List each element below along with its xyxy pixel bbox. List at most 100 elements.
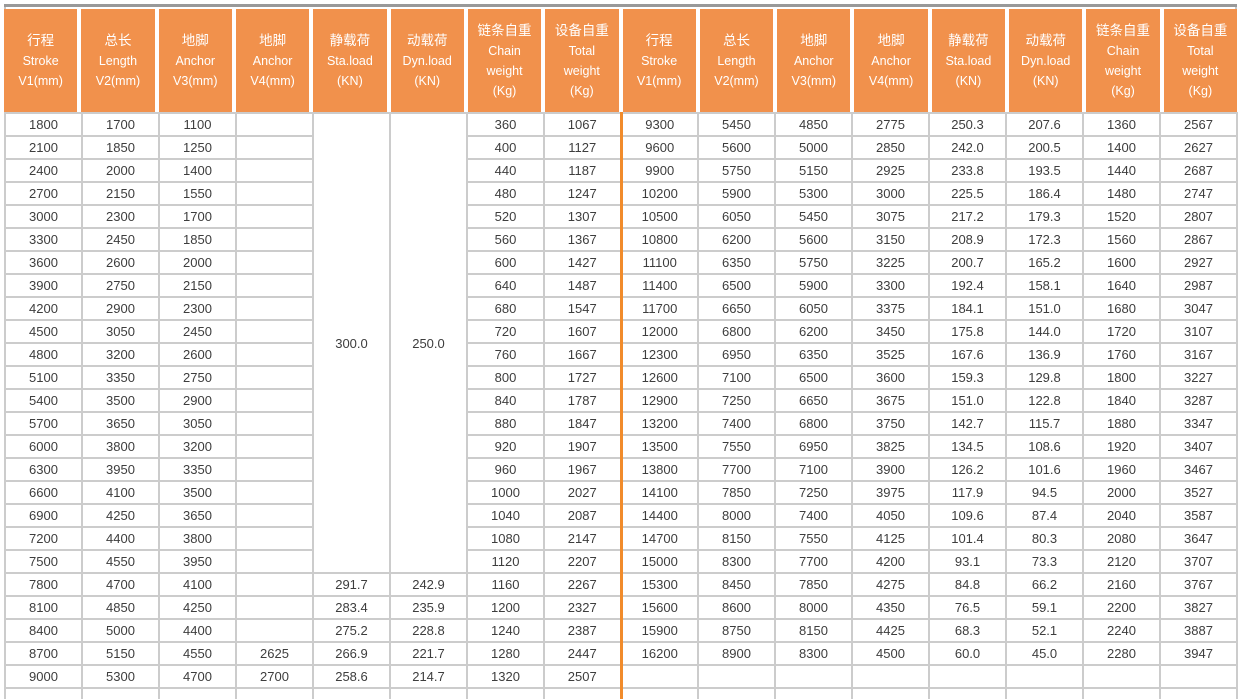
grid-stub-cell xyxy=(1005,687,1084,699)
cell-left-chain-weight: 1000 xyxy=(466,480,545,505)
cell-right-stroke: 11700 xyxy=(619,296,699,321)
cell-left-anchor-v3: 2900 xyxy=(158,388,237,413)
cell-left-stroke: 6000 xyxy=(4,434,83,459)
cell-left-chain-weight: 1040 xyxy=(466,503,545,528)
cell-right-anchor-v4: 3450 xyxy=(851,319,930,344)
cell-left-stroke: 8400 xyxy=(4,618,83,643)
cell-left-chain-weight: 1200 xyxy=(466,595,545,620)
cell-right-anchor-v4: 4425 xyxy=(851,618,930,643)
header-line-en: Chain xyxy=(1106,43,1140,58)
cell-right-static-load: 60.0 xyxy=(928,641,1007,666)
cell-right-anchor-v3: 6500 xyxy=(774,365,853,390)
cell-left-chain-weight: 1240 xyxy=(466,618,545,643)
cell-left-length: 4700 xyxy=(81,572,160,597)
cell-right-chain-weight: 2160 xyxy=(1082,572,1161,597)
cell-left-length: 2300 xyxy=(81,204,160,229)
cell-right-dynamic-load: 73.3 xyxy=(1005,549,1084,574)
header-line-en: Stroke xyxy=(22,53,59,68)
top-rule xyxy=(4,4,1237,7)
header-line-zh: 静载荷 xyxy=(948,32,989,48)
cell-left-anchor-v4 xyxy=(235,526,314,551)
cell-left-dynamic-load: 214.7 xyxy=(389,664,468,689)
cell-left-total-weight: 2387 xyxy=(543,618,622,643)
cell-right-anchor-v4: 2850 xyxy=(851,135,930,160)
cell-right-length: 7400 xyxy=(697,411,776,436)
table-row: 2700 2150 1550 480 1247 10200 5900 5300 3000 225.… xyxy=(4,181,1238,206)
table-row: 5100 3350 2750 800 1727 12600 7100 6500 3600 159.… xyxy=(4,365,1238,390)
cell-right-anchor-v3: 5450 xyxy=(774,204,853,229)
cell-right-stroke: 14400 xyxy=(619,503,699,528)
cell-right-length: 8750 xyxy=(697,618,776,643)
cell-right-total-weight: 3107 xyxy=(1159,319,1238,344)
cell-right-anchor-v3: 5600 xyxy=(774,227,853,252)
cell-right-total-weight: 3767 xyxy=(1159,572,1238,597)
cell-left-length: 2600 xyxy=(81,250,160,275)
cell-right-anchor-v3 xyxy=(774,664,853,689)
cell-right-length: 6050 xyxy=(697,204,776,229)
cell-right-stroke: 13800 xyxy=(619,457,699,482)
header-line-en: Anchor xyxy=(252,53,293,68)
header-left-stroke: 行程 Stroke V1(mm) xyxy=(4,9,78,112)
cell-left-stroke: 6300 xyxy=(4,457,83,482)
cell-left-dynamic-load: 228.8 xyxy=(389,618,468,643)
cell-right-stroke: 10500 xyxy=(619,204,699,229)
table-body-region: 1800 1700 1100 300.0 250.0 360 1067 9300 5450 485… xyxy=(4,112,1238,699)
cell-right-dynamic-load: 200.5 xyxy=(1005,135,1084,160)
cell-right-dynamic-load: 207.6 xyxy=(1005,112,1084,137)
cell-right-anchor-v3: 7550 xyxy=(774,526,853,551)
header-line-unit: (KN) xyxy=(955,73,982,88)
cell-right-anchor-v3: 6950 xyxy=(774,434,853,459)
cell-left-chain-weight: 640 xyxy=(466,273,545,298)
cell-left-stroke: 3900 xyxy=(4,273,83,298)
header-line-en2: weight xyxy=(1182,63,1219,78)
grid-stub-cell xyxy=(619,687,699,699)
cell-right-total-weight: 2867 xyxy=(1159,227,1238,252)
cell-right-anchor-v4: 4350 xyxy=(851,595,930,620)
cell-right-static-load: 208.9 xyxy=(928,227,1007,252)
table-row: 6600 4100 3500 1000 2027 14100 7850 7250 3975 117… xyxy=(4,480,1238,505)
header-line-en: Dyn.load xyxy=(402,53,452,68)
cell-left-anchor-v4 xyxy=(235,250,314,275)
cell-right-dynamic-load: 45.0 xyxy=(1005,641,1084,666)
header-left-static-load: 静载荷 Sta.load (KN) xyxy=(313,9,387,112)
cell-right-anchor-v3: 7850 xyxy=(774,572,853,597)
cell-left-anchor-v3: 3800 xyxy=(158,526,237,551)
cell-right-dynamic-load: 129.8 xyxy=(1005,365,1084,390)
cell-right-anchor-v4: 3375 xyxy=(851,296,930,321)
cell-left-chain-weight: 840 xyxy=(466,388,545,413)
cell-right-anchor-v4: 3525 xyxy=(851,342,930,367)
cell-left-total-weight: 2027 xyxy=(543,480,622,505)
cell-left-chain-weight: 1080 xyxy=(466,526,545,551)
cell-right-total-weight: 2627 xyxy=(1159,135,1238,160)
cell-left-total-weight: 2087 xyxy=(543,503,622,528)
header-line-en: Anchor xyxy=(793,53,834,68)
cell-right-stroke: 12000 xyxy=(619,319,699,344)
cell-left-anchor-v3: 4400 xyxy=(158,618,237,643)
cell-left-stroke: 4800 xyxy=(4,342,83,367)
cell-right-total-weight: 3407 xyxy=(1159,434,1238,459)
header-line-unit: V4(mm) xyxy=(868,73,914,88)
cell-left-anchor-v3: 1250 xyxy=(158,135,237,160)
cell-right-length: 8600 xyxy=(697,595,776,620)
header-line-unit: (KN) xyxy=(414,73,441,88)
header-line-unit: V3(mm) xyxy=(791,73,836,88)
header-left-dynamic-load: 动载荷 Dyn.load (KN) xyxy=(390,9,464,112)
header-line-unit: (Kg) xyxy=(1188,83,1213,98)
cell-left-anchor-v3: 3950 xyxy=(158,549,237,574)
cell-left-length: 3200 xyxy=(81,342,160,367)
cell-right-anchor-v4: 2775 xyxy=(851,112,930,137)
cell-left-stroke: 9000 xyxy=(4,664,83,689)
cell-right-stroke: 12900 xyxy=(619,388,699,413)
cell-right-dynamic-load: 136.9 xyxy=(1005,342,1084,367)
cell-right-static-load: 126.2 xyxy=(928,457,1007,482)
cell-right-stroke: 15300 xyxy=(619,572,699,597)
cell-right-anchor-v4: 3075 xyxy=(851,204,930,229)
header-line-en: Sta.load xyxy=(945,53,992,68)
cell-right-anchor-v3: 7250 xyxy=(774,480,853,505)
header-right-length: 总长 Length V2(mm) xyxy=(699,9,774,112)
cell-left-stroke: 6600 xyxy=(4,480,83,505)
table-row: 6900 4250 3650 1040 2087 14400 8000 7400 4050 109… xyxy=(4,503,1238,528)
cell-right-length: 7250 xyxy=(697,388,776,413)
header-line-unit: (KN) xyxy=(337,73,363,88)
cell-right-total-weight: 2807 xyxy=(1159,204,1238,229)
